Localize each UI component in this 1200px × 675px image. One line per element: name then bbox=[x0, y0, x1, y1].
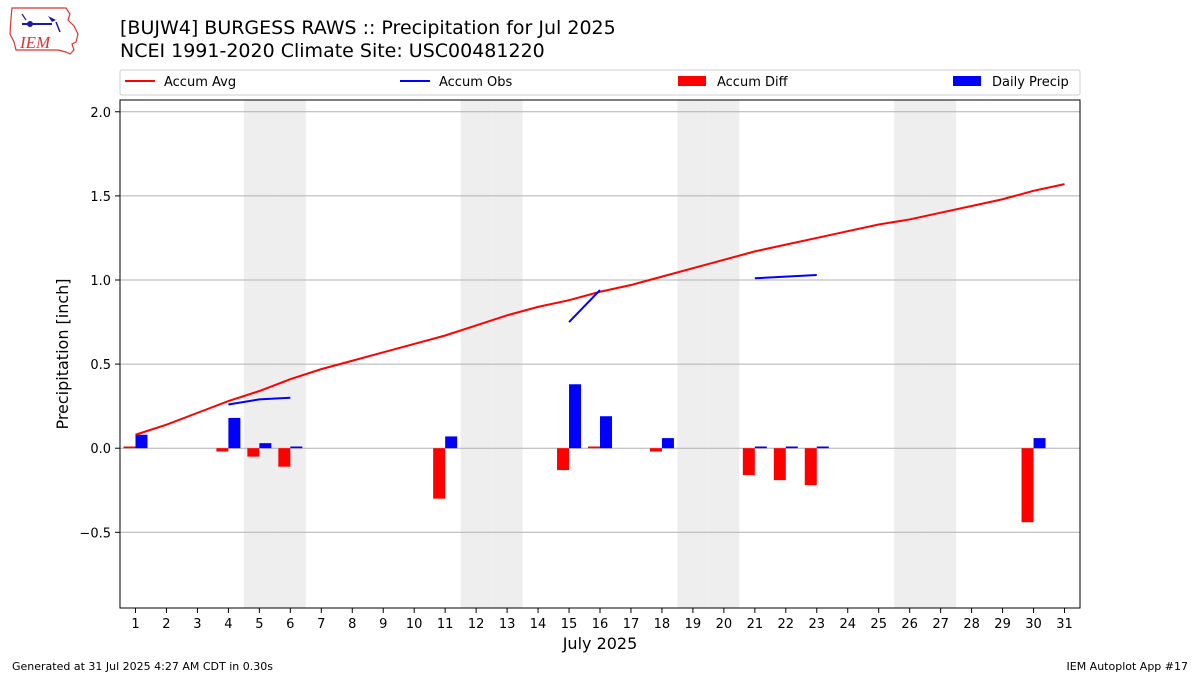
x-tick-label: 8 bbox=[348, 617, 356, 632]
iem-logo: IEM bbox=[8, 6, 84, 64]
weekend-band bbox=[274, 100, 306, 608]
logo-text: IEM bbox=[19, 33, 51, 52]
accum-diff-bar bbox=[1021, 448, 1034, 523]
x-tick-label: 20 bbox=[716, 617, 733, 632]
chart-title: [BUJW4] BURGESS RAWS :: Precipitation fo… bbox=[120, 17, 616, 39]
x-tick-label: 14 bbox=[530, 617, 547, 632]
x-tick-label: 29 bbox=[994, 617, 1011, 632]
daily-precip-bar bbox=[569, 384, 582, 449]
x-tick-label: 23 bbox=[809, 617, 826, 632]
daily-precip-bar bbox=[816, 446, 829, 449]
weekend-band bbox=[894, 100, 926, 608]
iowa-state-outline-logo-icon: IEM bbox=[9, 7, 79, 55]
weekend-band bbox=[925, 100, 957, 608]
daily-precip-bar bbox=[445, 436, 458, 449]
x-tick-label: 31 bbox=[1056, 617, 1073, 632]
x-tick-label: 4 bbox=[224, 617, 232, 632]
x-tick-label: 28 bbox=[963, 617, 980, 632]
daily-precip-bar bbox=[661, 438, 674, 449]
x-tick-label: 30 bbox=[1025, 617, 1042, 632]
x-tick-label: 22 bbox=[778, 617, 795, 632]
weekend-shading bbox=[243, 100, 957, 608]
accum-diff-bar bbox=[649, 448, 662, 452]
accum-diff-bar bbox=[742, 448, 755, 476]
daily-precip-bar bbox=[600, 416, 612, 449]
daily-precip-bar bbox=[228, 417, 241, 449]
x-tick-label: 1 bbox=[131, 617, 139, 632]
x-tick-label: 24 bbox=[839, 617, 856, 632]
daily-precip-bar bbox=[290, 446, 303, 449]
x-tick-label: 21 bbox=[747, 617, 764, 632]
y-tick-label: 0.0 bbox=[90, 442, 111, 457]
weekend-band bbox=[243, 100, 275, 608]
x-tick-label: 9 bbox=[379, 617, 387, 632]
weekend-band bbox=[491, 100, 523, 608]
x-tick-label: 27 bbox=[932, 617, 949, 632]
weekend-band bbox=[677, 100, 709, 608]
legend-label: Accum Diff bbox=[717, 75, 789, 90]
x-tick-label: 17 bbox=[623, 617, 640, 632]
daily-precip-bar bbox=[259, 443, 272, 449]
x-tick-label: 15 bbox=[561, 617, 578, 632]
x-axis: 1 2 3 4 5 6 7 8 9 10 11 12 13 14 15 16 17 18 19 20 21 22 23 24 2… bbox=[131, 608, 1073, 632]
x-tick-label: 5 bbox=[255, 617, 263, 632]
legend-label: Daily Precip bbox=[992, 75, 1069, 90]
x-tick-label: 10 bbox=[406, 617, 423, 632]
bar-series bbox=[123, 384, 1046, 523]
accum-diff-bar bbox=[773, 448, 786, 481]
y-tick-label: −0.5 bbox=[79, 526, 111, 541]
accum-diff-bar bbox=[557, 448, 570, 471]
daily-precip-bar bbox=[785, 446, 798, 449]
x-tick-label: 18 bbox=[654, 617, 671, 632]
x-tick-label: 2 bbox=[162, 617, 170, 632]
accum-obs-line bbox=[754, 273, 817, 280]
x-axis-label: July 2025 bbox=[562, 634, 638, 653]
app-credit: IEM Autoplot App #17 bbox=[1066, 660, 1189, 673]
y-tick-label: 2.0 bbox=[90, 106, 111, 121]
y-axis-label: Precipitation [inch] bbox=[53, 278, 72, 429]
legend: Accum Avg Accum Obs Accum Diff Daily Precip bbox=[119, 69, 1081, 96]
x-tick-label: 26 bbox=[901, 617, 918, 632]
x-tick-label: 19 bbox=[685, 617, 702, 632]
y-axis: −0.5 0.0 0.5 1.0 1.5 2.0 bbox=[79, 106, 120, 541]
accum-diff-bar bbox=[278, 448, 291, 467]
legend-label: Accum Obs bbox=[439, 75, 512, 90]
legend-label: Accum Avg bbox=[164, 75, 236, 90]
x-tick-label: 25 bbox=[870, 617, 887, 632]
x-tick-label: 13 bbox=[499, 617, 516, 632]
y-tick-label: 0.5 bbox=[90, 358, 111, 373]
accum-diff-bar bbox=[588, 446, 600, 449]
legend-swatch bbox=[678, 76, 706, 86]
x-tick-label: 3 bbox=[193, 617, 201, 632]
weekend-band bbox=[708, 100, 740, 608]
generated-timestamp: Generated at 31 Jul 2025 4:27 AM CDT in … bbox=[12, 660, 273, 673]
accum-diff-bar bbox=[216, 448, 229, 452]
x-tick-label: 7 bbox=[317, 617, 325, 632]
x-tick-label: 6 bbox=[286, 617, 294, 632]
accum-diff-bar bbox=[123, 446, 136, 449]
daily-precip-bar bbox=[1033, 438, 1046, 449]
daily-precip-bar bbox=[754, 446, 767, 449]
legend-swatch bbox=[953, 76, 981, 86]
accum-diff-bar bbox=[247, 448, 260, 457]
weekend-band bbox=[460, 100, 492, 608]
accum-avg-line bbox=[135, 183, 1065, 436]
daily-precip-bar bbox=[135, 434, 148, 449]
accum-obs-line bbox=[568, 289, 601, 323]
x-tick-label: 12 bbox=[468, 617, 485, 632]
y-tick-label: 1.5 bbox=[90, 190, 111, 205]
accum-diff-bar bbox=[804, 448, 817, 486]
accum-obs-line bbox=[228, 396, 291, 406]
legend-box bbox=[119, 69, 1081, 96]
y-tick-label: 1.0 bbox=[90, 274, 111, 289]
x-tick-label: 16 bbox=[592, 617, 609, 632]
chart-subtitle: NCEI 1991-2020 Climate Site: USC00481220 bbox=[120, 40, 545, 62]
line-series bbox=[135, 183, 1065, 436]
x-tick-label: 11 bbox=[437, 617, 454, 632]
accum-diff-bar bbox=[433, 448, 446, 499]
